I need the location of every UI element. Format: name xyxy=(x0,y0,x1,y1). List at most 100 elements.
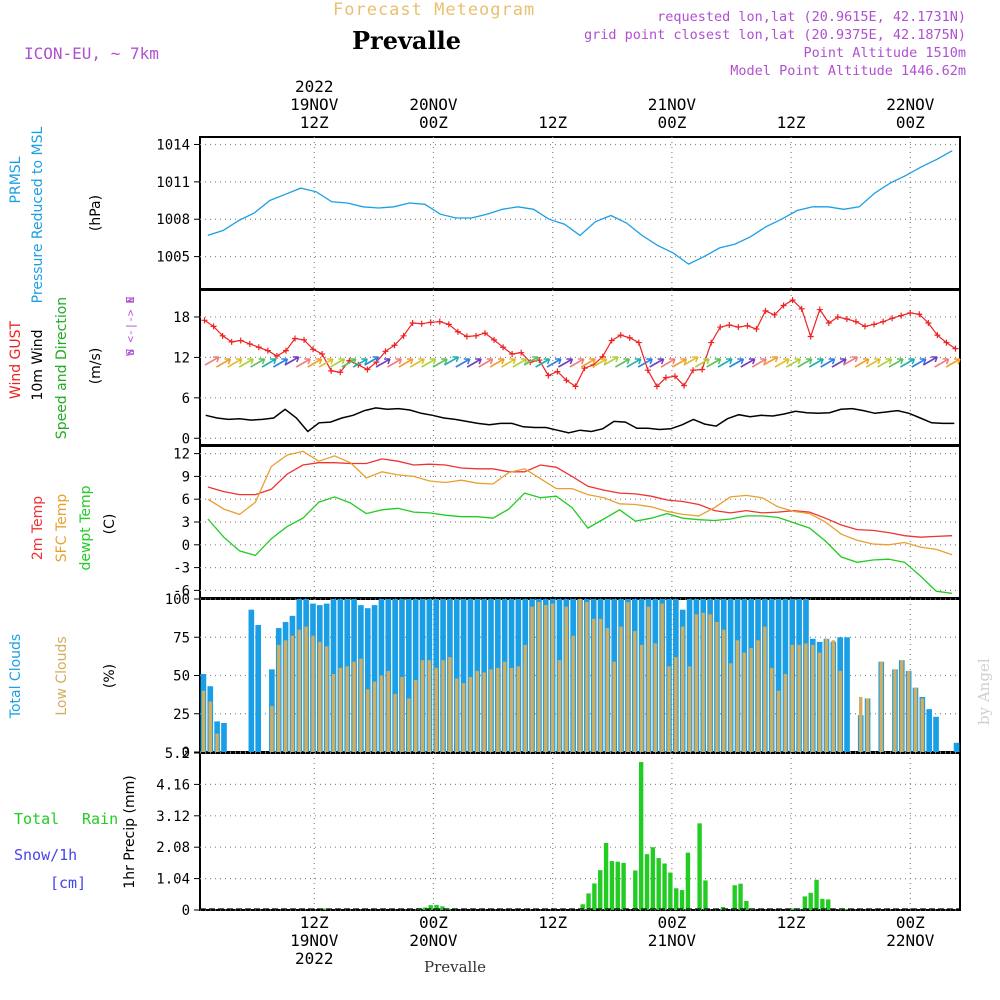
time-axis-bottom-label: 19NOV xyxy=(290,931,339,950)
low-cloud-bar xyxy=(900,660,904,752)
time-axis-top-label: 20NOV xyxy=(409,95,458,114)
precip-bar xyxy=(826,899,831,910)
gust-marker xyxy=(292,335,298,342)
low-cloud-bar xyxy=(304,626,308,752)
gust-marker xyxy=(373,359,380,366)
gust-marker xyxy=(726,322,733,329)
clouds-tick-label: 50 xyxy=(173,669,190,685)
wind-tick-label: 18 xyxy=(173,310,190,326)
gust-marker xyxy=(762,307,769,314)
wind-arrow xyxy=(284,356,300,366)
wind-arrow xyxy=(877,358,893,368)
low-cloud-bar xyxy=(523,644,527,752)
gust-marker xyxy=(427,319,434,326)
total-cloud-bar xyxy=(255,625,262,752)
low-cloud-bar xyxy=(749,647,753,752)
total-cloud-bar xyxy=(926,709,933,752)
precip-unit: 1hr Precip (mm) xyxy=(122,775,138,888)
low-cloud-bar xyxy=(667,666,671,752)
precip-bar xyxy=(685,852,691,910)
gust-marker xyxy=(246,340,253,347)
gust-marker xyxy=(744,322,751,329)
total-cloud-bar xyxy=(248,609,255,752)
time-axis-top-label: 22NOV xyxy=(886,95,935,114)
gust-marker xyxy=(871,321,878,328)
gust-marker xyxy=(889,315,896,322)
credit-watermark: by Angel xyxy=(975,658,993,725)
wind-arrow xyxy=(387,358,403,368)
requested-coords: requested lon,lat (20.9615E, 42.1731N) xyxy=(657,9,966,25)
precip-bar xyxy=(592,883,597,910)
station-name: Prevalle xyxy=(352,26,461,55)
dewpt-line xyxy=(207,492,953,595)
precip-bar xyxy=(843,909,848,910)
gust-marker xyxy=(436,318,443,325)
temp-tick-label: -3 xyxy=(173,561,190,577)
low-cloud-bar xyxy=(345,666,349,752)
wind-arrow xyxy=(455,358,471,368)
clouds-tick-label: 75 xyxy=(173,630,190,646)
low-cloud-bar xyxy=(537,602,541,752)
low-cloud-bar xyxy=(448,657,452,752)
low-cloud-bar xyxy=(400,677,404,752)
time-axis-bottom-label: 00Z xyxy=(419,913,448,932)
gust-marker xyxy=(626,334,633,341)
precip-bar xyxy=(580,904,585,910)
precip-tick-label: 3.12 xyxy=(156,809,190,825)
gust-marker xyxy=(681,382,688,389)
gust-marker xyxy=(943,339,950,346)
low-cloud-bar xyxy=(516,666,521,752)
low-cloud-bar xyxy=(215,733,219,752)
gust-marker xyxy=(382,348,389,355)
precip-bar xyxy=(697,823,702,910)
low-cloud-bar xyxy=(701,612,705,752)
gust-marker xyxy=(219,332,226,339)
wind-arrow xyxy=(888,358,904,368)
gust-marker xyxy=(834,313,841,320)
low-cloud-bar xyxy=(290,635,295,752)
low-cloud-bar xyxy=(359,658,363,752)
wind-arrow xyxy=(637,358,653,368)
wind-arrow xyxy=(501,358,517,368)
gust-marker xyxy=(789,297,796,304)
pressure-unit: (hPa) xyxy=(88,195,104,231)
low-cloud-bar xyxy=(496,667,500,752)
clouds-tick-label: 100 xyxy=(165,592,190,608)
gust-marker xyxy=(518,349,525,356)
low-cloud-bar xyxy=(913,687,918,752)
low-cloud-bar xyxy=(811,644,815,752)
temp-label-dewpt: dewpt Temp xyxy=(78,485,94,570)
wind-arrow xyxy=(751,358,767,368)
low-cloud-bar xyxy=(283,640,288,752)
low-cloud-bar xyxy=(578,599,582,752)
low-cloud-bar xyxy=(441,660,445,752)
gust-marker xyxy=(509,351,516,358)
wind-arrow xyxy=(683,356,699,366)
low-cloud-bar xyxy=(571,635,575,752)
wind-arrow xyxy=(660,358,676,368)
total-cloud-bar xyxy=(371,605,378,752)
low-cloud-bar xyxy=(544,605,548,752)
low-cloud-bar xyxy=(639,644,644,752)
wind-arrow xyxy=(626,358,642,368)
wind-arrow xyxy=(763,356,779,366)
precip-bar xyxy=(422,907,428,910)
low-cloud-bar xyxy=(331,673,336,752)
low-cloud-bar xyxy=(270,706,274,752)
pressure-tick-label: 1011 xyxy=(156,175,190,191)
wind-arrow xyxy=(934,358,950,368)
wind-arrow xyxy=(774,358,790,368)
wind-arrow xyxy=(523,356,539,366)
gust-marker xyxy=(852,318,859,325)
low-cloud-bar xyxy=(366,689,370,752)
gust-marker xyxy=(862,323,868,330)
precip-bar xyxy=(428,905,433,910)
precip-label-cm: [cm] xyxy=(50,874,86,892)
gust-marker xyxy=(916,311,923,318)
gust-marker xyxy=(210,323,217,330)
low-cloud-bar xyxy=(585,602,589,752)
total-cloud-bar xyxy=(453,599,460,752)
gust-marker xyxy=(825,320,832,327)
gust-marker xyxy=(617,332,624,339)
total-cloud-bar xyxy=(392,599,398,752)
